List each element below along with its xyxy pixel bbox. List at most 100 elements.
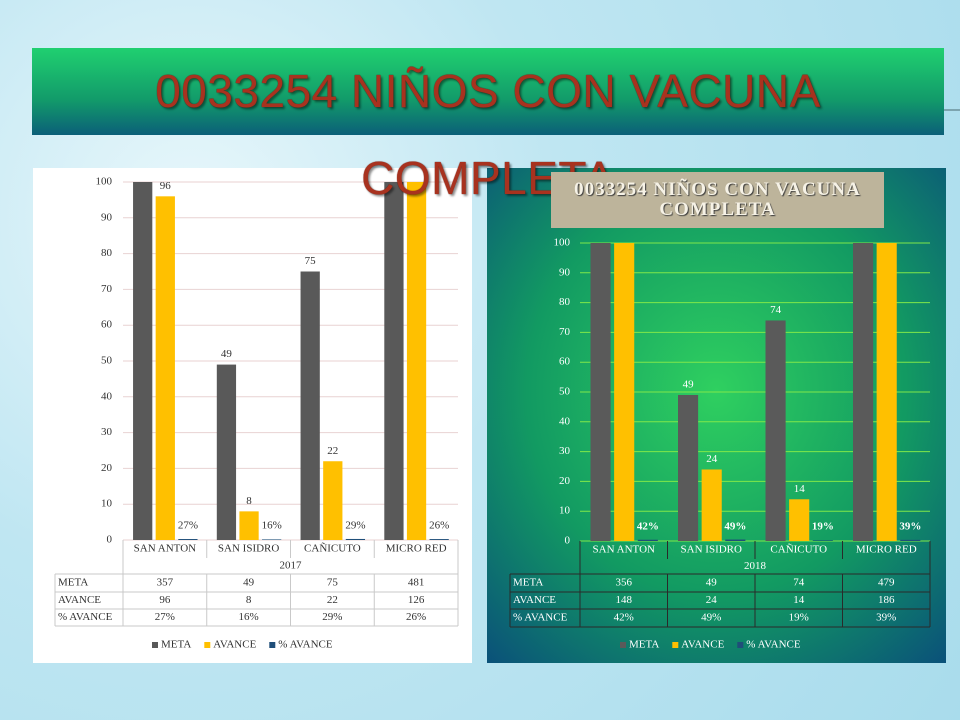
legend-swatch [672,642,679,648]
y-tick-label: 60 [101,319,113,331]
data-label: 49 [221,348,233,360]
bars [590,243,921,541]
legend-label: % AVANCE [746,639,801,651]
table-cell: 27% [155,611,175,623]
slide-title: 0033254 NIÑOS CON VACUNA COMPLETA [155,65,821,204]
x-tick-label: CAÑICUTO [770,544,827,556]
y-tick-label: 40 [559,415,571,427]
y-tick-label: 70 [101,283,113,295]
y-tick-label: 60 [559,356,571,368]
table-cell: 357 [157,577,174,589]
table-row-label: % AVANCE [513,612,568,624]
table-cell: 39% [876,612,896,624]
table-cell: 16% [239,611,259,623]
y-tick-label: 0 [107,534,113,546]
data-label: 26% [429,520,449,532]
bar [637,539,658,541]
bar [178,539,198,540]
bar [789,499,810,541]
table-row-label: META [58,577,88,589]
y-tick-label: 40 [101,390,113,402]
y-tick-label: 100 [96,176,113,188]
bar [300,271,320,540]
bar [429,539,449,540]
legend-label: META [629,639,659,651]
y-tick-label: 30 [101,426,113,438]
table-row-label: % AVANCE [58,611,113,623]
data-label: 49% [724,521,746,533]
bar [614,243,635,541]
bar [590,243,611,541]
title-banner [32,48,944,135]
x-tick-label: CAÑICUTO [304,543,361,555]
data-label: 42% [637,521,659,533]
bar [406,182,427,540]
table-cell: 49% [701,612,721,624]
bar [701,469,722,541]
x-group-label: 2017 [280,560,303,572]
table-cell: 96 [159,594,171,606]
x-tick-label: SAN ANTON [134,543,197,555]
data-label: 16% [262,520,282,532]
table-cell: 14 [793,594,805,606]
table-cell: 481 [408,577,425,589]
bar [765,320,786,541]
legend-swatch [152,642,158,648]
table-cell: 22 [327,594,338,606]
table-cell: 126 [408,594,425,606]
table-cell: 49 [706,577,718,589]
table-cell: 74 [793,577,805,589]
bar [725,539,746,541]
y-tick-label: 20 [101,462,113,474]
data-label: 74 [770,304,782,316]
data-label: 27% [178,520,198,532]
x-tick-label: MICRO RED [386,543,447,555]
y-tick-label: 20 [559,475,571,487]
bars [133,182,449,540]
legend-label: AVANCE [213,639,256,651]
bar [876,243,897,541]
data-label: 75 [305,255,317,267]
x-tick-label: SAN ISIDRO [218,543,279,555]
bar [812,540,833,541]
legend-label: META [161,639,191,651]
data-label: 24 [706,453,718,465]
bar [155,196,175,540]
y-tick-label: 70 [559,326,571,338]
x-group-label: 2018 [744,560,767,572]
data-label: 14 [794,483,806,495]
table-cell: 356 [616,577,633,589]
table-cell: 26% [406,611,426,623]
table-cell: 19% [789,612,809,624]
table-cell: 24 [706,594,718,606]
table-row-label: META [513,577,543,589]
chart-title: 0033254 NIÑOS CON VACUNA COMPLETA [551,172,884,228]
y-tick-label: 80 [559,296,571,308]
bar [216,364,237,540]
table-cell: 148 [616,594,633,606]
y-tick-label: 10 [559,505,571,517]
y-tick-label: 90 [559,266,571,278]
bar [133,182,153,540]
y-tick-label: 50 [101,355,113,367]
legend-label: % AVANCE [278,639,333,651]
y-tick-label: 10 [101,498,113,510]
table-row-label: AVANCE [58,594,101,606]
bar [345,538,366,540]
legend-swatch [737,642,744,648]
bar [384,182,404,540]
legend-label: AVANCE [681,639,724,651]
table-cell: 42% [614,612,634,624]
x-tick-label: SAN ISIDRO [681,544,742,556]
data-label: 29% [345,520,365,532]
y-tick-label: 50 [559,386,571,398]
table-cell: 75 [327,577,339,589]
data-label: 39% [899,521,921,533]
legend-swatch [269,642,276,648]
data-label: 8 [246,495,252,507]
bar [678,394,699,541]
chart-panel [33,168,472,663]
table-cell: 8 [246,594,252,606]
